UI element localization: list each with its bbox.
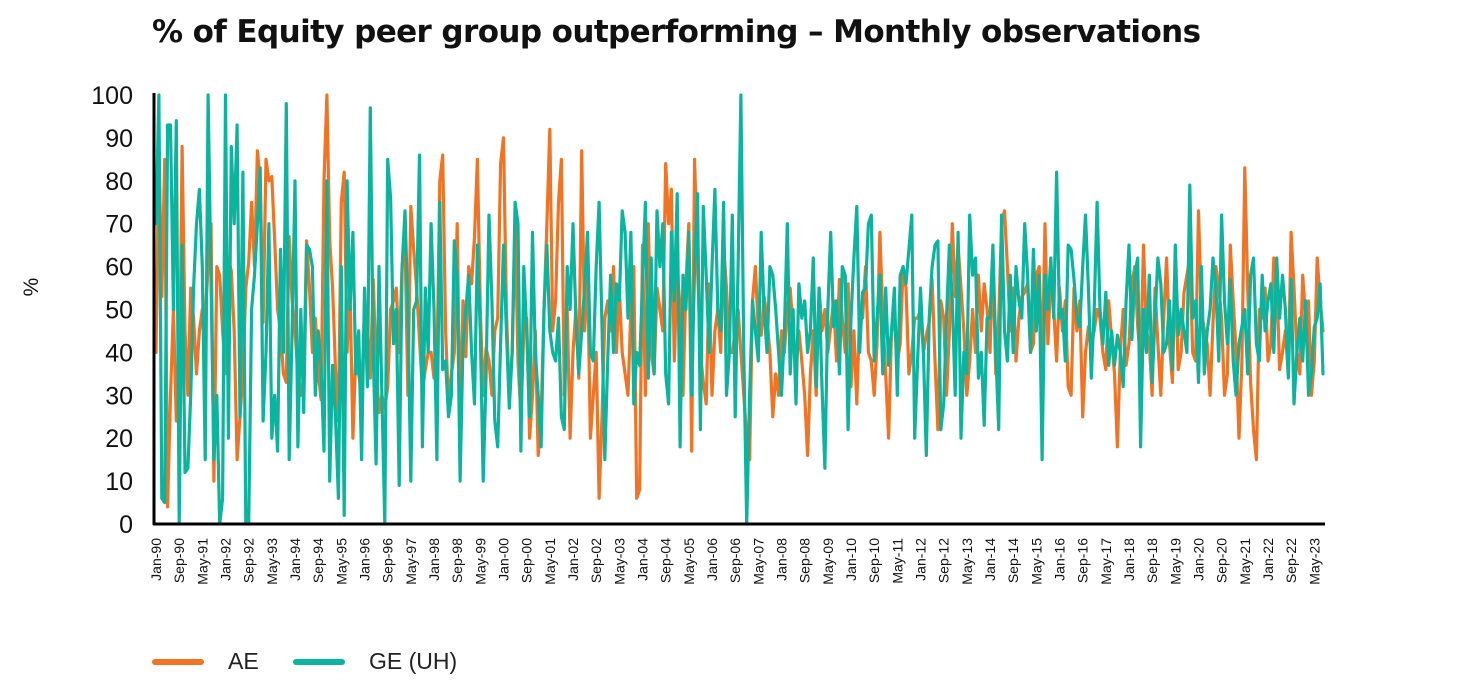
x-tick-label: Jan-96 [356,538,372,581]
x-tick-label: Sep-18 [1144,538,1160,583]
x-tick-label: May-23 [1306,538,1322,585]
x-tick-label: Jan-06 [704,538,720,581]
x-tick-label: Jan-20 [1190,538,1206,581]
x-tick-label: Sep-06 [727,538,743,583]
x-tick-label: Sep-94 [310,538,326,583]
y-tick-label: 90 [105,125,133,153]
y-tick-label: 40 [105,339,133,367]
x-tick-label: May-95 [333,538,349,585]
x-tick-label: Jan-18 [1121,538,1137,581]
x-tick-label: Sep-08 [797,538,813,583]
x-tick-label: Sep-14 [1005,538,1021,583]
x-tick-label: Sep-98 [449,538,465,583]
legend-item-ae: AE [152,648,259,675]
y-tick-label: 20 [105,425,133,453]
x-tick-label: May-07 [750,538,766,585]
x-tick-label: May-05 [681,538,697,585]
x-tick-label: Sep-12 [936,538,952,583]
legend-swatch-ae [152,658,204,665]
x-axis-ticks: Jan-90 Sep-90 May-91 Jan-92 Sep-92 May-93 Jan-… [148,538,1322,585]
legend-label-ae: AE [228,648,259,674]
y-tick-label: 10 [105,468,133,496]
x-tick-label: Jan-12 [912,538,928,581]
x-tick-label: May-99 [472,538,488,585]
x-tick-label: Sep-96 [380,538,396,583]
x-tick-label: Jan-14 [982,538,998,581]
x-tick-label: Sep-22 [1283,538,1299,583]
x-tick-label: Sep-02 [588,538,604,583]
y-tick-label: 30 [105,382,133,410]
x-tick-label: Sep-90 [171,538,187,583]
legend-label-ge-uh: GE (UH) [369,648,458,674]
series-line-ge-uh [154,93,1325,526]
y-tick-label: 80 [105,168,133,196]
x-tick-label: Jan-22 [1260,538,1276,581]
series-line-ae [154,93,1325,509]
y-tick-label: 50 [105,297,133,325]
y-tick-label: 100 [91,82,133,110]
x-tick-label: Jan-16 [1051,538,1067,581]
x-tick-label: Sep-10 [866,538,882,583]
x-tick-label: Sep-20 [1214,538,1230,583]
x-tick-label: Jan-92 [217,538,233,581]
x-tick-label: May-93 [264,538,280,585]
x-tick-label: Jan-00 [495,538,511,581]
y-tick-label: 0 [119,511,133,539]
x-tick-label: May-97 [403,538,419,585]
x-tick-label: Sep-92 [241,538,257,583]
x-tick-label: Jan-02 [565,538,581,581]
x-tick-label: May-15 [1028,538,1044,585]
x-tick-label: May-91 [194,538,210,585]
x-tick-label: Sep-16 [1075,538,1091,583]
y-tick-label: 70 [105,211,133,239]
x-tick-label: May-17 [1098,538,1114,585]
y-tick-label: 60 [105,254,133,282]
x-tick-label: Jan-94 [287,538,303,581]
x-tick-label: May-13 [959,538,975,585]
x-tick-label: Jan-90 [148,538,164,581]
series-layer [154,93,1325,526]
x-tick-label: Sep-00 [519,538,535,583]
legend-item-ge-uh: GE (UH) [293,648,457,675]
x-tick-label: May-19 [1167,538,1183,585]
x-tick-label: Sep-04 [658,538,674,583]
x-tick-label: Jan-10 [843,538,859,581]
x-tick-label: May-01 [542,538,558,585]
x-tick-label: May-03 [611,538,627,585]
x-tick-label: May-21 [1237,538,1253,585]
x-tick-label: May-09 [820,538,836,585]
x-tick-label: Jan-98 [426,538,442,581]
chart-title: % of Equity peer group outperforming – M… [152,14,1201,50]
x-tick-label: Jan-04 [634,538,650,581]
y-axis-ticks: 0 10 20 30 40 50 60 70 80 90 100 [91,82,133,539]
x-tick-label: May-11 [889,538,905,584]
y-axis-label: % [20,278,43,297]
x-tick-label: Jan-08 [773,538,789,581]
legend-swatch-ge-uh [293,658,345,665]
